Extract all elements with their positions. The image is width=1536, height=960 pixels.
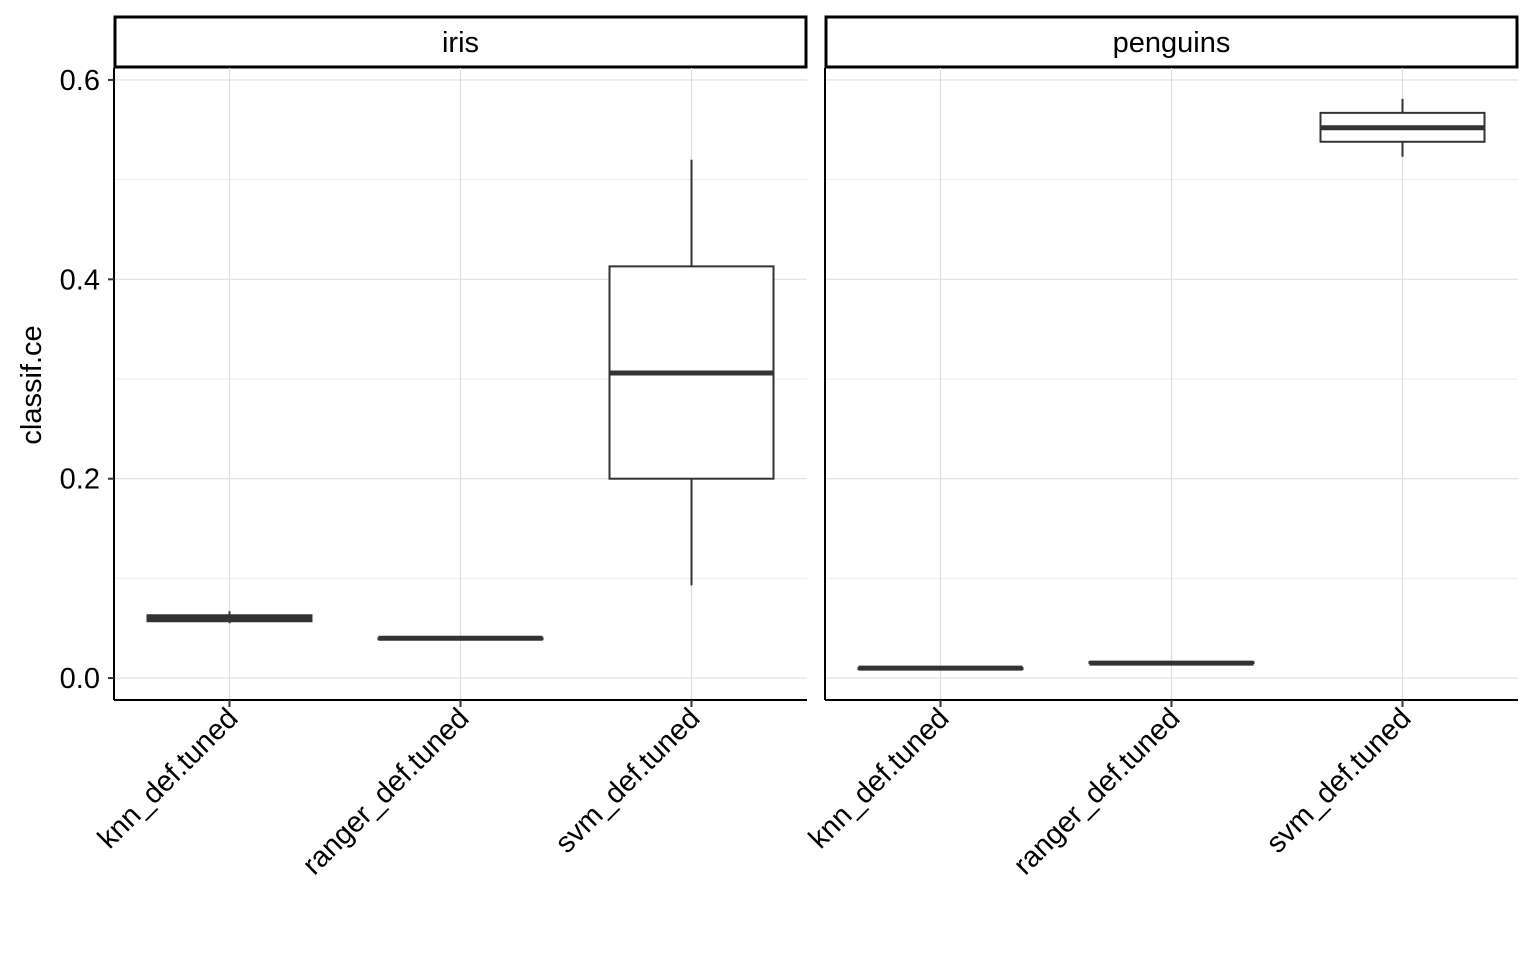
x-tick-label: svm_def.tuned: [549, 702, 706, 859]
box-ranger_def.tuned: [377, 635, 544, 641]
y-tick-label: 0.4: [60, 264, 100, 296]
facet-panel-penguins: penguins knn_def.tuned ranger_def.tuned svm…: [803, 15, 1519, 881]
x-tick-label: knn_def.tuned: [92, 702, 245, 855]
y-tick-label: 0.2: [60, 464, 100, 496]
box-knn_def.tuned: [146, 611, 313, 624]
x-tick-label: svm_def.tuned: [1260, 702, 1417, 859]
facet-strip: [824, 15, 1519, 69]
x-tick-label: knn_def.tuned: [803, 702, 956, 855]
box-ranger_def.tuned: [1088, 660, 1255, 666]
x-tick-label: ranger_def.tuned: [1008, 702, 1187, 881]
box-svm_def.tuned: [608, 159, 775, 586]
y-tick-label: 0.0: [60, 663, 100, 695]
facet-strip: [113, 15, 808, 69]
facet-strip-label: penguins: [1113, 27, 1231, 59]
y-axis-title: classif.ce: [16, 325, 48, 444]
y-tick-label: 0.6: [60, 65, 100, 97]
x-tick-label: ranger_def.tuned: [297, 702, 476, 881]
box-svm_def.tuned: [1319, 98, 1486, 157]
facet-strip-label: iris: [442, 27, 479, 59]
facet-panel-iris: iris 0.0 0.2 0.4 0.6 knn_def.tuned ranger_def.…: [60, 15, 808, 881]
box-knn_def.tuned: [857, 665, 1024, 671]
